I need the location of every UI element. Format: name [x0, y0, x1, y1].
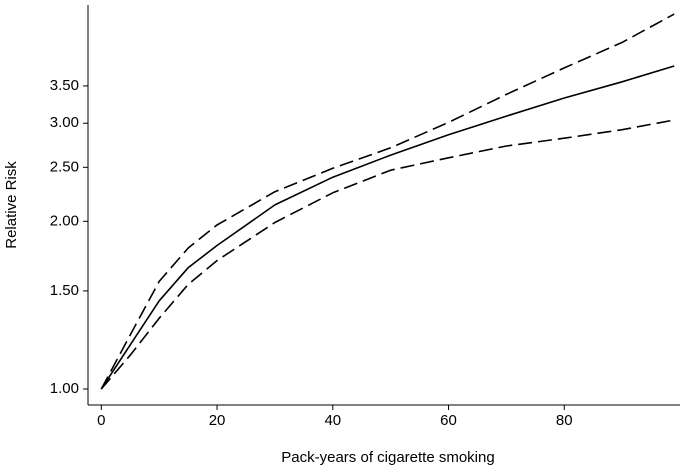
confidence-line [100, 119, 675, 390]
y-tick-label: 3.50 [50, 77, 79, 94]
x-tick-label: 0 [97, 412, 105, 429]
y-tick-label: 2.50 [50, 158, 79, 175]
x-tick-label: 80 [556, 412, 573, 429]
y-tick-label: 2.00 [50, 212, 79, 229]
y-tick-label: 3.00 [50, 114, 79, 131]
x-tick-label: 60 [440, 412, 457, 429]
x-axis-label: Pack-years of cigarette smoking [281, 449, 494, 466]
risk-line [100, 65, 675, 390]
y-tick-label: 1.00 [50, 380, 79, 397]
y-axis-label: Relative Risk [3, 161, 20, 249]
confidence-line [100, 13, 675, 390]
x-tick-label: 40 [324, 412, 341, 429]
x-tick-label: 20 [209, 412, 226, 429]
y-tick-label: 1.50 [50, 282, 79, 299]
